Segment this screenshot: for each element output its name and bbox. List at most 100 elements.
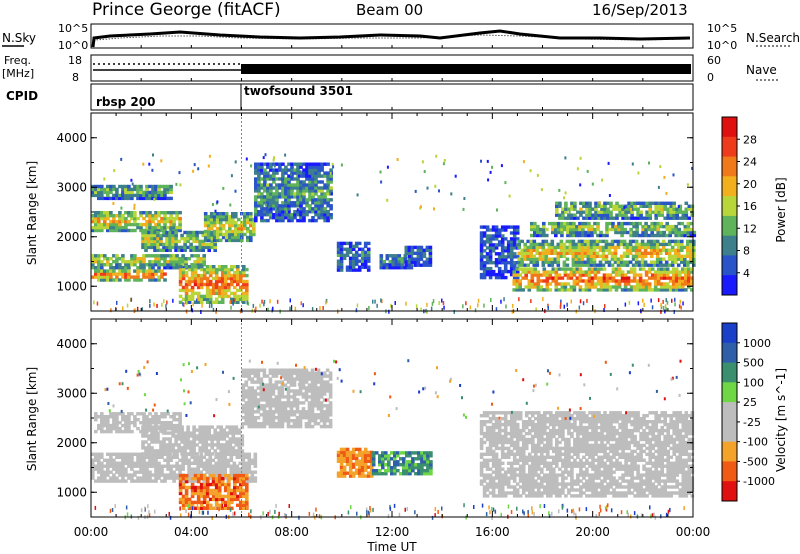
power-cell — [97, 275, 101, 279]
velocity-cell — [345, 462, 350, 466]
power-cell — [109, 190, 113, 195]
power-cell — [663, 207, 667, 211]
power-cell — [488, 266, 493, 271]
power-cell — [257, 165, 261, 169]
power-cell — [94, 225, 98, 230]
velocity-cell — [148, 412, 152, 416]
power-cell — [512, 246, 517, 250]
velocity-cell — [222, 449, 226, 453]
velocity-cell — [286, 401, 291, 405]
power-cell — [94, 272, 98, 276]
power-cell — [220, 265, 225, 269]
power-cell — [356, 193, 359, 197]
velocity-cell — [121, 412, 125, 416]
power-cell — [207, 164, 210, 168]
power-cell — [607, 242, 612, 247]
velocity-cell — [298, 383, 303, 387]
velocity-cell — [124, 426, 128, 431]
power-cell — [518, 282, 522, 286]
velocity-cell — [175, 473, 179, 477]
power-cell — [529, 169, 532, 173]
velocity-cell — [220, 464, 224, 468]
power-cell — [142, 266, 146, 270]
power-cell — [565, 245, 570, 250]
velocity-cell — [139, 461, 143, 465]
power-cell — [397, 266, 402, 270]
velocity-cell — [171, 434, 175, 438]
power-cell — [223, 288, 228, 293]
power-cell — [215, 215, 220, 219]
power-cell — [620, 224, 624, 229]
power-cell — [558, 204, 562, 208]
power-cell — [224, 229, 229, 234]
power-cell — [582, 216, 586, 220]
power-cell — [109, 275, 113, 279]
power-cell — [252, 226, 256, 231]
power-cell — [598, 260, 603, 264]
power-cell — [614, 230, 618, 235]
velocity-cell — [208, 467, 212, 471]
power-cell — [656, 224, 660, 229]
power-cell — [290, 216, 294, 220]
power-cell — [506, 243, 511, 247]
velocity-cell — [144, 446, 148, 450]
power-cell — [252, 229, 256, 234]
velocity-cell — [325, 407, 330, 411]
power-cell — [91, 263, 95, 267]
velocity-cell — [153, 428, 157, 432]
velocity-cell — [106, 461, 110, 465]
velocity-cell — [193, 473, 198, 478]
power-cell — [254, 183, 258, 187]
power-cell — [623, 205, 626, 209]
power-cell — [518, 285, 522, 289]
power-cell — [407, 260, 412, 264]
power-cell — [302, 216, 306, 220]
power-cell — [148, 260, 152, 264]
power-cell — [263, 210, 267, 214]
power-cell — [409, 266, 414, 270]
velocity-cell — [187, 458, 191, 462]
velocity-cell — [310, 413, 315, 417]
power-cell — [590, 267, 595, 271]
power-cell — [648, 161, 650, 165]
power-cell — [300, 194, 303, 198]
power-cell — [348, 268, 353, 272]
power-cell — [308, 207, 312, 211]
power-cell — [487, 178, 490, 182]
power-cell — [544, 260, 549, 264]
power-cell — [643, 263, 648, 267]
power-cell — [150, 236, 154, 241]
power-cell — [187, 300, 192, 304]
velocity-cell — [202, 497, 207, 502]
power-cell — [223, 285, 228, 290]
velocity-cell — [91, 473, 95, 477]
power-cell — [633, 201, 637, 205]
power-cell — [192, 302, 194, 307]
power-cell — [237, 223, 241, 228]
velocity-cell — [223, 488, 228, 493]
power-cell — [488, 275, 493, 280]
velocity-cell — [283, 410, 288, 414]
power-cell — [652, 242, 657, 247]
power-cell — [585, 216, 589, 220]
velocity-cell — [157, 461, 161, 465]
power-cell — [596, 279, 601, 283]
power-cell — [641, 282, 646, 286]
power-cell — [545, 279, 550, 283]
power-cell — [106, 211, 110, 215]
power-cell — [637, 171, 640, 175]
power-cell — [293, 195, 297, 199]
power-cell — [391, 257, 396, 261]
power-cell — [560, 288, 565, 292]
power-cell — [201, 239, 205, 244]
velocity-cell — [231, 425, 236, 429]
velocity-cell — [198, 434, 202, 438]
power-cell — [603, 216, 607, 220]
power-cell — [512, 228, 517, 232]
velocity-cell — [213, 443, 217, 447]
power-cell — [560, 224, 564, 229]
power-cell — [148, 225, 152, 230]
power-cell — [649, 263, 654, 267]
power-cell — [491, 246, 496, 250]
velocity-cell — [171, 443, 175, 447]
